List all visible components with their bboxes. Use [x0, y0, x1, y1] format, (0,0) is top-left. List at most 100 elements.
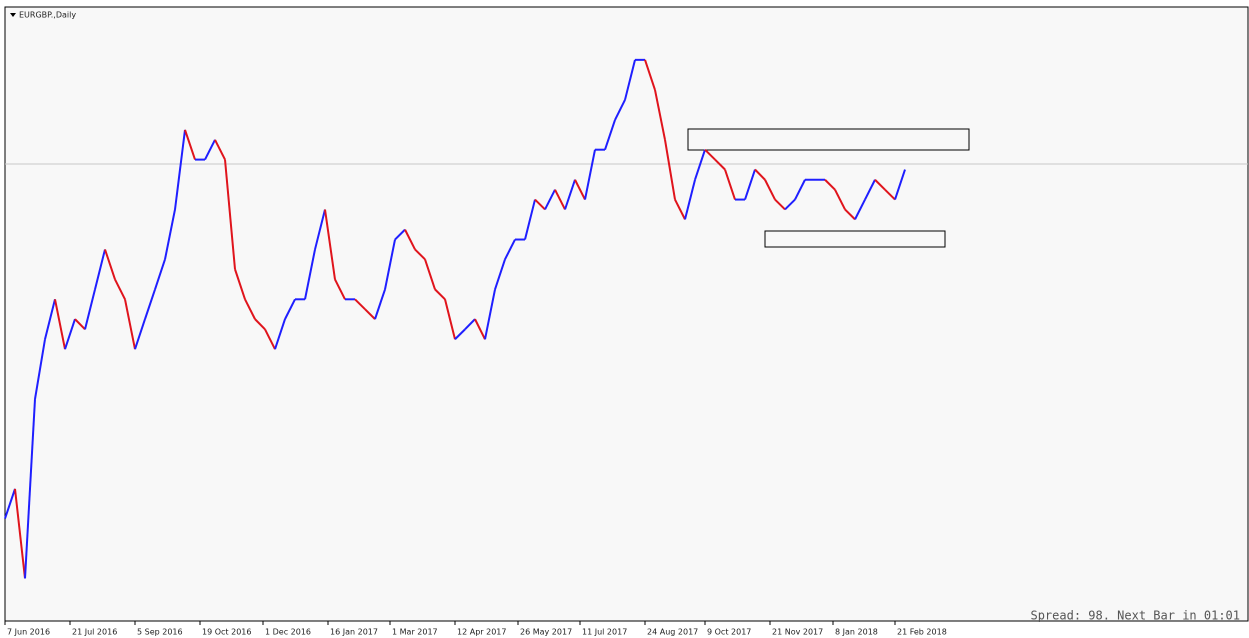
x-tick-label: 8 Jan 2018: [835, 628, 878, 637]
price-segment: [844, 208, 856, 221]
price-segment: [474, 318, 486, 340]
price-segment: [494, 259, 506, 290]
price-segment: [164, 209, 176, 260]
price-segment: [784, 198, 796, 211]
price-segment: [34, 339, 46, 400]
price-segment: [644, 59, 656, 91]
price-segment: [574, 179, 586, 201]
price-segment: [274, 318, 286, 350]
x-tick-label: 24 Aug 2017: [647, 628, 698, 637]
price-segment: [824, 179, 836, 191]
x-tick-label: 9 Oct 2017: [707, 628, 751, 637]
price-segment: [324, 209, 336, 280]
price-segment: [584, 149, 596, 200]
price-segment: [874, 179, 886, 191]
price-segment: [454, 328, 466, 340]
x-tick-label: 1 Mar 2017: [392, 628, 438, 637]
price-segment: [374, 289, 386, 320]
x-tick-label: 26 May 2017: [520, 628, 572, 637]
x-tick-label: 12 Apr 2017: [457, 628, 506, 637]
x-tick-label: 7 Jun 2016: [7, 628, 50, 637]
menu-arrow[interactable]: [10, 13, 16, 17]
x-tick-label: 11 Jul 2017: [582, 628, 627, 637]
price-segment: [524, 199, 536, 240]
price-segment: [664, 139, 676, 200]
price-segment: [64, 318, 76, 350]
price-segment: [94, 249, 106, 290]
price-segment: [114, 279, 126, 300]
price-segment: [884, 188, 896, 201]
price-segment: [744, 169, 756, 200]
price-segment: [44, 299, 56, 340]
price-segment: [254, 318, 266, 331]
price-segment: [284, 298, 296, 320]
price-segment: [564, 179, 576, 210]
price-segment: [724, 169, 736, 200]
chart-title: EURGBP.,Daily: [19, 11, 76, 20]
price-segment: [144, 289, 156, 320]
price-segment: [124, 299, 136, 350]
price-segment: [234, 268, 246, 300]
price-segment: [674, 199, 686, 220]
price-segment: [894, 169, 906, 200]
price-segment: [404, 229, 416, 250]
price-segment: [774, 198, 786, 211]
price-segment: [444, 299, 456, 340]
x-tick-label: 21 Feb 2018: [897, 628, 947, 637]
price-segment: [384, 239, 396, 290]
price-segment: [764, 179, 776, 201]
x-tick-label: 5 Sep 2016: [137, 628, 183, 637]
price-segment: [134, 318, 146, 350]
price-segment: [534, 198, 546, 211]
price-segment: [14, 488, 26, 579]
price-segment: [704, 148, 716, 161]
price-segment: [614, 99, 626, 121]
price-segment: [224, 159, 236, 270]
price-segment: [684, 179, 696, 220]
price-segment: [624, 59, 636, 101]
status-text: Spread: 98. Next Bar in 01:01: [1030, 609, 1240, 623]
price-segment: [544, 189, 556, 210]
price-segment: [364, 308, 376, 320]
price-segment: [74, 318, 86, 331]
price-segment: [314, 209, 326, 250]
x-tick-label: 19 Oct 2016: [202, 628, 251, 637]
price-segment: [214, 139, 226, 161]
price-segment: [244, 298, 256, 320]
price-segment: [484, 289, 496, 340]
price-segment: [104, 249, 116, 280]
price-segment: [864, 179, 876, 201]
price-segment: [54, 299, 66, 350]
price-segment: [794, 179, 806, 201]
price-segment: [184, 129, 196, 160]
x-tick-label: 1 Dec 2016: [265, 628, 311, 637]
price-segment: [24, 398, 36, 579]
price-segment: [394, 228, 406, 241]
price-segment: [424, 259, 436, 290]
x-tick-label: 16 Jan 2017: [330, 628, 378, 637]
price-segment: [154, 259, 166, 290]
x-tick-label: 21 Nov 2017: [772, 628, 823, 637]
price-segment: [414, 248, 426, 261]
resistance-box: [687, 128, 970, 151]
price-segment: [304, 249, 316, 300]
price-segment: [264, 328, 276, 350]
price-segment: [174, 129, 186, 210]
price-segment: [854, 199, 866, 220]
price-segment: [354, 298, 366, 310]
price-segment: [4, 488, 16, 519]
price-segment: [464, 318, 476, 331]
price-segment: [604, 119, 616, 151]
price-segment: [204, 139, 216, 161]
price-segment: [504, 239, 516, 260]
x-tick-label: 21 Jul 2016: [72, 628, 117, 637]
price-segment: [554, 189, 566, 210]
plot-area: [4, 6, 1249, 622]
price-segment: [754, 168, 766, 181]
price-segment: [84, 289, 96, 330]
price-segment: [334, 279, 346, 300]
support-box: [764, 230, 946, 248]
price-segment: [834, 189, 846, 210]
